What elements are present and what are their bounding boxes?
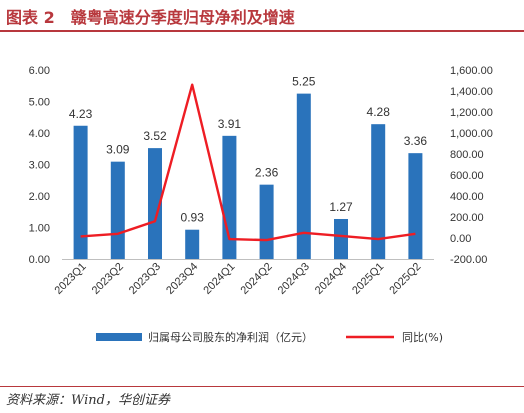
x-tick-label: 2024Q4 (313, 261, 349, 297)
left-y-axis: 0.00 1.00 2.00 3.00 4.00 5.00 6.00 (29, 65, 50, 266)
bar-data-label: 2.36 (255, 166, 279, 180)
legend-bar-label: 归属母公司股东的净利润（亿元） (148, 330, 313, 344)
bar-data-label: 5.25 (292, 75, 316, 89)
right-y-axis: -200.00 0.00 200.00 400.00 600.00 800.00 1,000… (450, 65, 493, 266)
right-axis-tick-label: 1,600.00 (450, 65, 493, 77)
left-axis-tick-label: 4.00 (29, 128, 50, 140)
x-tick-label: 2024Q2 (239, 261, 275, 297)
left-axis-tick-label: 5.00 (29, 97, 50, 109)
chart: 0.00 1.00 2.00 3.00 4.00 5.00 6.00 -200.00 0.00… (29, 65, 493, 344)
bar-data-label: 0.93 (181, 211, 205, 225)
right-axis-tick-label: 400.00 (450, 191, 484, 203)
x-tick-label: 2023Q1 (53, 261, 89, 297)
title-bar: 图表 2 赣粤高速分季度归母净利及增速 (0, 0, 524, 30)
x-tick-label: 2024Q3 (276, 261, 312, 297)
left-axis-tick-label: 1.00 (29, 223, 50, 235)
bar (222, 135, 237, 259)
bar-data-label: 3.52 (143, 129, 167, 143)
title-divider (0, 30, 524, 32)
bar (185, 229, 200, 259)
right-axis-tick-label: 200.00 (450, 212, 484, 224)
x-tick-label: 2023Q4 (164, 261, 200, 297)
legend-line-label: 同比(%) (402, 331, 443, 344)
bar-data-label: 3.36 (404, 134, 428, 148)
left-axis-tick-label: 6.00 (29, 65, 50, 77)
bar (110, 161, 125, 259)
yoy-line (80, 83, 416, 242)
bar-data-label: 4.28 (367, 105, 391, 119)
bar-data-label: 3.91 (218, 117, 242, 131)
bar (296, 93, 311, 259)
footer-divider (0, 386, 524, 387)
x-axis: 2023Q1 2023Q2 2023Q3 2023Q4 2024Q1 2024Q2 2024… (53, 259, 434, 297)
left-axis-tick-label: 3.00 (29, 160, 50, 172)
bar (259, 184, 274, 259)
legend: 归属母公司股东的净利润（亿元） 同比(%) (96, 330, 443, 344)
right-axis-tick-label: -200.00 (450, 254, 487, 266)
legend-bar-swatch (96, 333, 142, 341)
left-axis-tick-label: 0.00 (29, 254, 50, 266)
line-series (80, 83, 416, 242)
bar (371, 124, 386, 260)
right-axis-tick-label: 1,000.00 (450, 128, 493, 140)
right-axis-tick-label: 1,200.00 (450, 107, 493, 119)
bar-data-label: 4.23 (69, 107, 93, 121)
left-axis-tick-label: 2.00 (29, 191, 50, 203)
bar-data-label: 1.27 (329, 200, 353, 214)
bar (73, 125, 88, 259)
x-tick-label: 2023Q2 (90, 261, 126, 297)
x-tick-label: 2023Q3 (127, 261, 163, 297)
right-axis-tick-label: 600.00 (450, 170, 484, 182)
right-axis-tick-label: 0.00 (450, 233, 471, 245)
right-axis-tick-label: 1,400.00 (450, 86, 493, 98)
bar (334, 218, 348, 259)
right-axis-tick-label: 800.00 (450, 149, 484, 161)
bar (408, 153, 423, 259)
bar-data-label: 3.09 (106, 143, 130, 157)
x-tick-label: 2025Q1 (350, 261, 386, 297)
x-tick-label: 2024Q1 (201, 261, 237, 297)
bar (148, 148, 162, 259)
source-note: 资料来源：Wind，华创证券 (6, 393, 170, 408)
figure-title: 图表 2 赣粤高速分季度归母净利及增速 (6, 8, 295, 27)
x-tick-label: 2025Q2 (387, 261, 423, 297)
